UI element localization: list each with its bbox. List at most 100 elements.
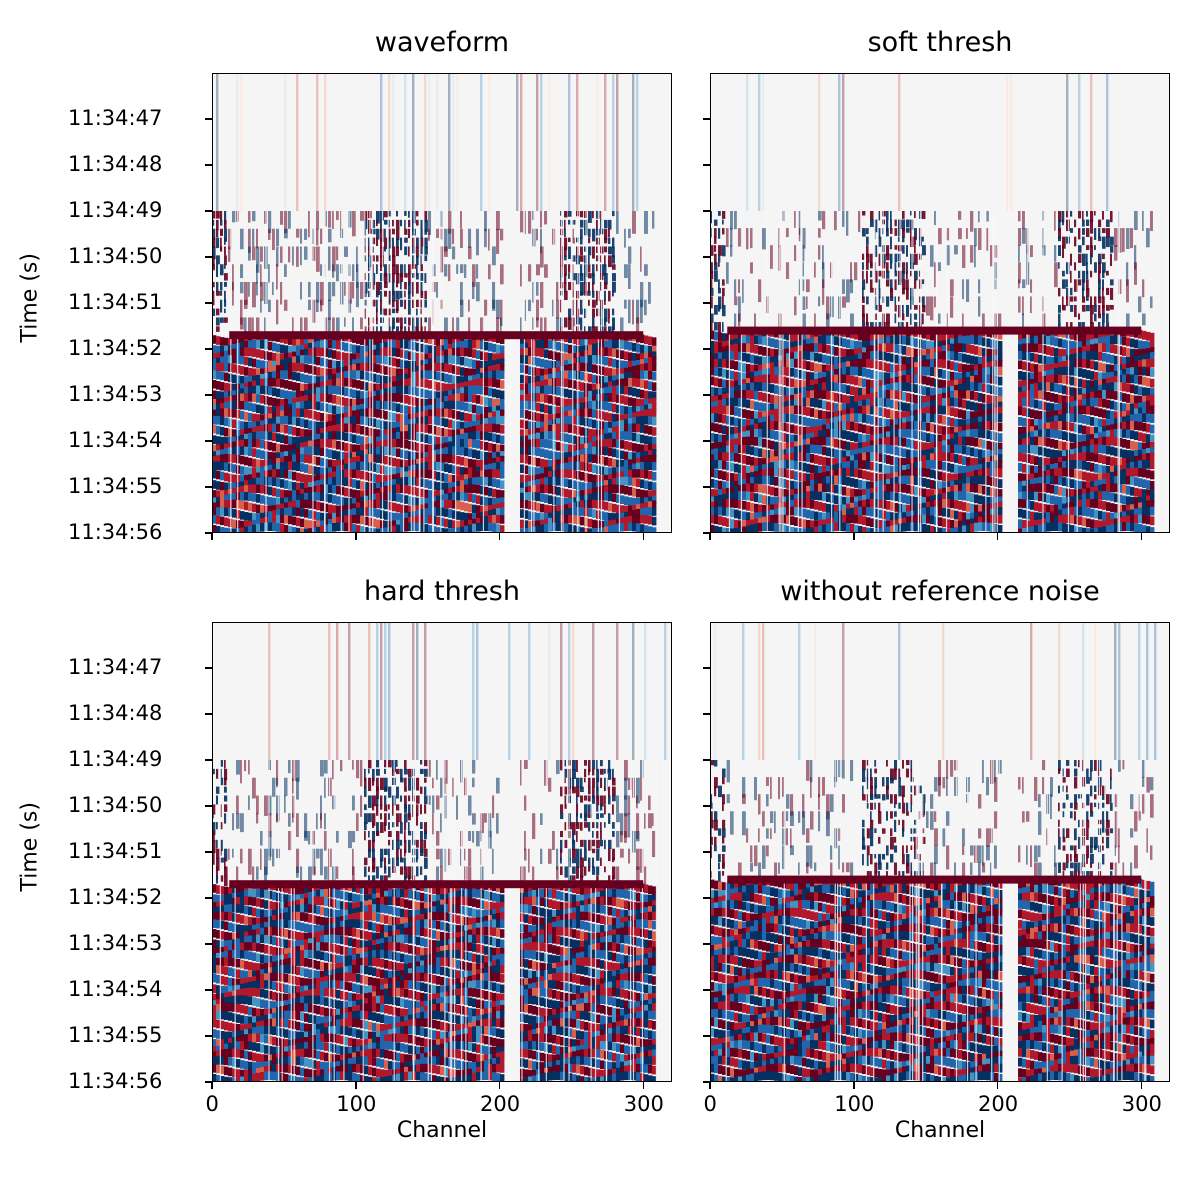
signal-trace [774,476,779,486]
noise-trace [710,245,714,256]
signal-trace [790,388,795,397]
signal-trace [528,376,533,385]
signal-trace [464,447,469,457]
channel-gap [618,211,621,533]
signal-trace [528,500,533,510]
signal-trace [472,518,477,528]
signal-trace [604,335,609,345]
signal-trace [608,474,613,483]
noise-trace [416,281,419,294]
signal-trace [240,337,245,346]
signal-trace [802,473,807,482]
noise-trace [296,228,300,238]
signal-trace [220,402,225,412]
signal-trace [480,485,485,495]
noise-trace [874,313,877,321]
signal-trace [436,500,441,510]
signal-trace [548,517,553,527]
signal-trace [232,374,237,384]
signal-trace [802,426,807,436]
signal-trace [448,509,453,518]
signal-trace [468,458,473,468]
signal-trace [500,515,505,524]
signal-trace [588,499,593,509]
signal-trace [316,456,321,466]
signal-trace [312,383,317,392]
signal-trace [224,437,229,446]
signal-trace [488,477,493,487]
signal-trace [252,519,257,529]
signal-trace [762,336,767,346]
signal-trace [580,397,585,407]
noise-trace [276,246,279,267]
signal-trace [284,390,289,400]
signal-trace [806,351,811,360]
signal-trace [568,434,573,444]
signal-trace [240,341,245,351]
noise-trace [520,317,522,335]
signal-trace [746,364,751,373]
signal-trace [388,512,393,521]
signal-trace [272,412,277,422]
signal-trace [416,406,421,416]
signal-trace [826,355,831,365]
signal-trace [220,337,225,346]
signal-trace [894,344,899,353]
signal-trace [440,355,445,365]
signal-trace [794,434,799,444]
signal-trace [372,428,377,438]
signal-trace [592,390,597,399]
signal-trace [240,500,245,510]
signal-trace [580,461,585,471]
signal-trace [456,355,461,365]
signal-trace [850,366,855,376]
signal-trace [360,357,365,366]
signal-trace [644,507,649,517]
signal-trace [766,463,771,472]
signal-trace [320,376,325,385]
signal-trace [778,395,783,405]
signal-trace [750,512,755,522]
noise-trace [236,73,239,211]
signal-trace [420,406,425,415]
signal-trace [710,401,715,411]
signal-trace [244,439,249,448]
signal-trace [766,449,771,459]
signal-trace [544,425,549,435]
noise-trace [452,73,455,211]
signal-trace [886,455,891,464]
signal-trace [628,366,633,376]
signal-trace [734,438,739,448]
signal-trace [392,438,397,448]
y-tick-label: 11:34:49 [68,198,163,222]
signal-trace [806,444,811,454]
signal-trace [416,515,421,524]
signal-trace [794,471,799,481]
signal-trace [424,503,429,513]
signal-trace [300,518,305,528]
signal-trace [770,496,775,506]
signal-trace [850,386,855,396]
noise-trace [612,273,616,282]
signal-trace [846,339,851,349]
signal-trace [710,478,715,488]
noise-trace [384,290,387,297]
signal-trace [352,416,357,425]
signal-trace [882,398,887,407]
signal-trace [400,349,405,358]
signal-trace [854,496,859,506]
signal-trace [878,527,883,533]
noise-trace [636,73,639,211]
signal-trace [710,514,715,524]
signal-trace [790,442,795,451]
signal-trace [336,516,341,526]
signal-trace [456,466,461,475]
noise-trace [420,255,422,265]
signal-trace [276,360,281,369]
signal-trace [292,391,297,401]
noise-trace [220,246,223,252]
signal-trace [636,457,641,467]
signal-trace [376,454,381,463]
noise-trace [870,322,874,331]
signal-trace [248,381,253,391]
